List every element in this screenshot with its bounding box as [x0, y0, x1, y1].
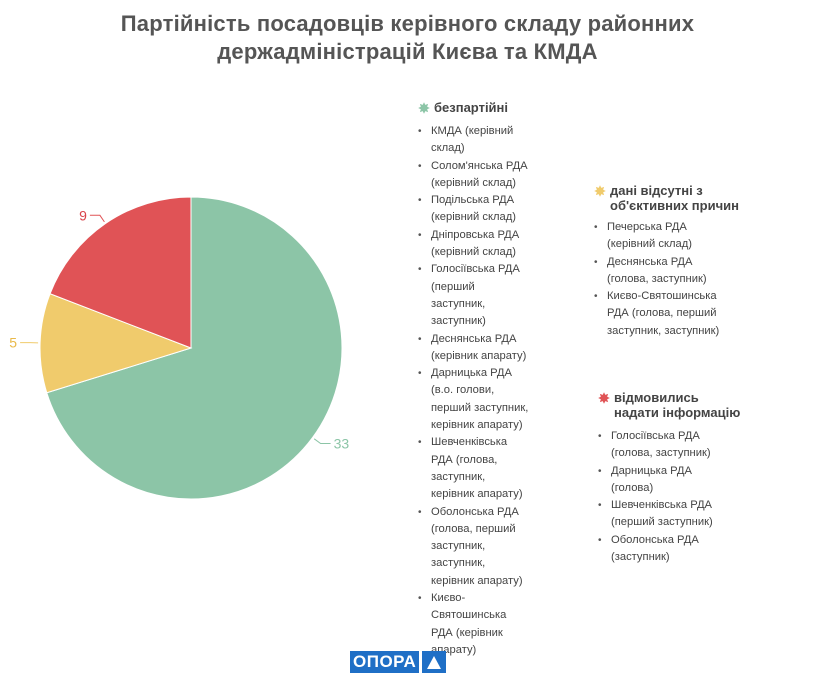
legend-item: Києво-Святошинська РДА (керівник апарату… [418, 590, 530, 659]
legend-list-refused: Голосіївська РДА (голова, заступник)Дарн… [598, 428, 728, 566]
slice-value-label: 5 [9, 335, 17, 351]
legend-item: Подільська РДА (керівний склад) [418, 192, 530, 227]
triangle-icon [422, 651, 447, 673]
legend-group-nodata: дані відсутні з об'єктивних причин Печер… [594, 183, 739, 340]
legend-item: Шевченківська РДА (голова, заступник, ке… [418, 434, 530, 503]
legend-marker-icon [598, 392, 610, 404]
legend-item: Деснянська РДА (керівник апарату) [418, 331, 530, 366]
legend-label-refused-line-1: відмовились [614, 390, 699, 405]
logo-text: ОПОРА [350, 651, 420, 673]
legend-item: Голосіївська РДА (голова, заступник) [598, 428, 728, 463]
slice-value-label: 9 [79, 207, 87, 223]
legend-item: Дарницька РДА (в.о. голови, перший засту… [418, 365, 530, 434]
chart-title-line-1: Партійність посадовців керівного складу … [120, 11, 695, 36]
legend-label-refused: відмовились надати інформацію [614, 390, 740, 420]
legend-marker-icon [594, 185, 606, 197]
legend-item: КМДА (керівний склад) [418, 123, 530, 158]
chart-title-line-2: держадміністрацій Києва та КМДА [217, 39, 598, 64]
legend-label-nonparty: безпартійні [434, 100, 509, 115]
legend-item: Києво-Святошинська РДА (голова, перший з… [594, 288, 729, 340]
legend-label-refused-line-2: надати інформацію [614, 405, 741, 420]
legend-item: Солом'янська РДА (керівний склад) [418, 158, 530, 193]
legend-label-nodata-line-2: об'єктивних причин [610, 198, 739, 213]
legend-item: Дарницька РДА (голова) [598, 463, 728, 498]
chart-title: Партійність посадовців керівного складу … [0, 10, 815, 66]
slice-label-connector [89, 214, 105, 223]
legend-entry-nodata[interactable]: дані відсутні з об'єктивних причин [594, 183, 739, 213]
legend-list-nonparty: КМДА (керівний склад)Солом'янська РДА (к… [418, 123, 530, 659]
legend-item: Оболонська РДА (заступник) [598, 532, 728, 567]
legend-item: Шевченківська РДА (перший заступник) [598, 497, 728, 532]
pie-slice[interactable] [49, 196, 192, 349]
legend-marker-icon [418, 102, 430, 114]
legend-list-nodata: Печерська РДА (керівний склад)Деснянська… [594, 219, 729, 340]
legend-entry-nonparty[interactable]: безпартійні [418, 100, 530, 115]
legend-entry-refused[interactable]: відмовились надати інформацію [598, 390, 740, 420]
legend-label-nodata: дані відсутні з об'єктивних причин [610, 183, 739, 213]
legend-group-nonparty: безпартійні КМДА (керівний склад)Солом'я… [418, 100, 530, 659]
legend-item: Печерська РДА (керівний склад) [594, 219, 729, 254]
legend-item: Дніпровська РДА (керівний склад) [418, 227, 530, 262]
legend-label-nodata-line-1: дані відсутні з [610, 183, 703, 198]
legend-item: Оболонська РДА (голова, перший заступник… [418, 504, 530, 590]
legend-group-refused: відмовились надати інформацію Голосіївсь… [598, 390, 740, 566]
slice-label-connector [313, 438, 331, 444]
legend-item: Деснянська РДА (голова, заступник) [594, 254, 729, 289]
pie-slice[interactable] [46, 196, 343, 500]
opora-logo: ОПОРА [350, 651, 447, 673]
legend-item: Голосіївська РДА (перший заступник, заст… [418, 261, 530, 330]
slice-value-label: 33 [334, 436, 350, 452]
pie-slice[interactable] [39, 293, 193, 394]
